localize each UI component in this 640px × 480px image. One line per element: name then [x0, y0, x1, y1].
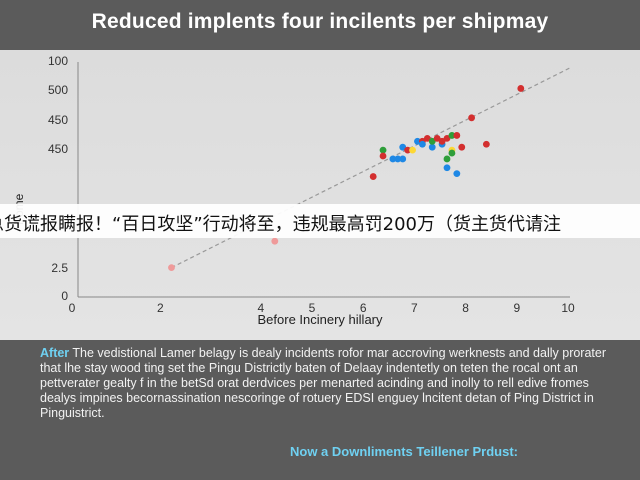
data-point: [399, 143, 407, 151]
x-tick-label: 4: [257, 301, 264, 315]
y-tick-label: 0: [61, 289, 68, 303]
chart-panel: 2 4 5 6 7 8 9 10 0 100 500 450 450 2.5 0 Before Incin…: [0, 50, 640, 340]
data-point: [409, 146, 416, 154]
data-point: [404, 146, 412, 154]
data-point: [394, 155, 402, 163]
ticker-text: 急货谎报瞒报！“百日攻坚”行动将至，违规最高罚200万（货主货代请注: [0, 214, 562, 235]
news-ticker-banner[interactable]: 急货谎报瞒报！“百日攻坚”行动将至，违规最高罚200万（货主货代请注: [0, 204, 640, 238]
data-point: [438, 137, 446, 145]
page-title: Reduced implents four incilents per ship…: [91, 10, 549, 33]
data-point: [414, 137, 421, 145]
data-point: [419, 140, 426, 148]
x-tick-label: 6: [360, 301, 367, 315]
x-tick-label: 8: [462, 301, 469, 315]
y-tick-label: 100: [48, 54, 68, 68]
data-point: [389, 155, 397, 163]
data-point: [453, 132, 461, 139]
x-tick-label: 10: [561, 301, 575, 315]
x-axis-label: Before Incinery hillary: [257, 312, 383, 327]
data-point: [168, 264, 175, 272]
x-tick-label: 5: [309, 301, 316, 315]
y-tick-label: 450: [48, 142, 68, 156]
data-point: [399, 155, 407, 163]
x-tick-label-origin: 0: [69, 301, 76, 315]
trend-line: [171, 67, 571, 269]
data-point: [448, 149, 456, 157]
y-tick-label: 500: [48, 83, 68, 97]
data-point: [453, 170, 461, 178]
caption-body: The vedistional Lamer belagy is dealy in…: [40, 346, 607, 420]
data-point: [517, 85, 525, 92]
data-point: [379, 146, 387, 154]
data-point: [468, 114, 475, 122]
x-tick-label: 7: [411, 301, 418, 315]
data-point: [443, 134, 451, 142]
data-point: [458, 143, 466, 151]
data-point: [443, 155, 451, 163]
data-point: [448, 132, 456, 139]
data-point: [443, 164, 451, 172]
data-point: [369, 173, 377, 180]
x-tick-label: 9: [513, 301, 520, 315]
download-link[interactable]: Now a Downliments Teillener Prdust:: [290, 444, 519, 459]
y-tick-label: 450: [48, 113, 68, 127]
data-point: [433, 134, 441, 142]
data-point: [271, 237, 279, 245]
data-point: [379, 152, 387, 160]
data-point: [428, 137, 436, 145]
data-point: [428, 143, 436, 151]
data-point: [423, 134, 431, 142]
x-tick-label: 2: [157, 301, 164, 315]
caption-paragraph: After The vedistional Lamer belagy is de…: [40, 346, 620, 421]
data-point: [482, 140, 490, 148]
caption-lead: After: [40, 346, 70, 360]
y-tick-label: 2.5: [51, 261, 68, 275]
